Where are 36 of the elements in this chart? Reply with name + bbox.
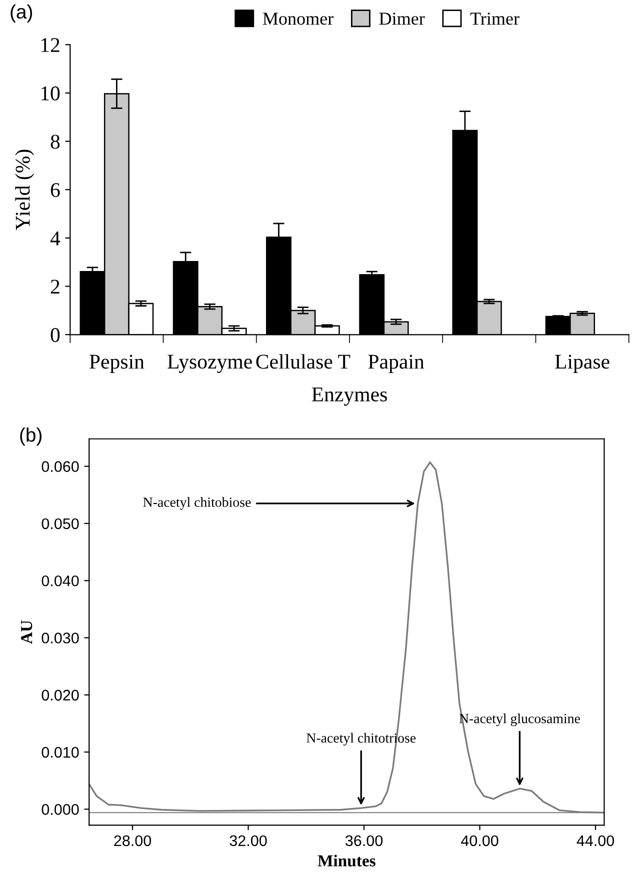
annotation: N-acetyl chitobiose (143, 497, 251, 510)
x-axis-title: Minutes (318, 854, 376, 866)
legend-label: Trimer (470, 12, 520, 25)
legend-label: Dimer (379, 12, 425, 25)
y-tick-label: 0 (50, 328, 60, 342)
y-tick-label: 0.050 (42, 518, 79, 530)
x-tick-label: Papain (368, 354, 424, 373)
x-tick-label: 44.00 (576, 835, 614, 846)
y-tick-label: 0.000 (42, 804, 79, 815)
x-tick-label: 40.00 (461, 835, 498, 846)
y-tick-label: 0.060 (42, 461, 79, 472)
chart-title: (b) (20, 427, 42, 446)
chart-title: (a) (10, 4, 32, 22)
y-tick-label: 12 (41, 38, 60, 52)
x-tick-label: 36.00 (345, 835, 383, 846)
x-tick-label: 32.00 (230, 835, 267, 846)
y-axis-title: AU (21, 620, 32, 644)
annotation: N-acetyl chitotriose (306, 732, 416, 746)
y-tick-label: 0.010 (42, 746, 79, 758)
y-tick-label: 8 (50, 134, 60, 149)
y-tick-label: 4 (50, 231, 60, 246)
x-tick-label: Cellulase T (256, 354, 350, 369)
y-tick-label: 10 (41, 86, 60, 100)
y-tick-label: 0.030 (42, 632, 79, 644)
x-tick-label: Lipase (555, 354, 610, 373)
x-axis-title: Enzymes (312, 388, 387, 406)
y-tick-label: 2 (50, 280, 60, 294)
annotation: N-acetyl glucosamine (459, 713, 580, 726)
y-tick-label: 0.020 (42, 690, 79, 701)
x-tick-label: Lysozyme (168, 354, 252, 373)
legend-label: Monomer (262, 12, 334, 25)
x-tick-label: 28.00 (114, 835, 152, 846)
y-axis-title: Yield (%) (15, 150, 34, 230)
x-tick-label: Pepsin (90, 354, 144, 373)
y-tick-label: 0.040 (42, 575, 79, 586)
y-tick-label: 6 (50, 183, 60, 198)
